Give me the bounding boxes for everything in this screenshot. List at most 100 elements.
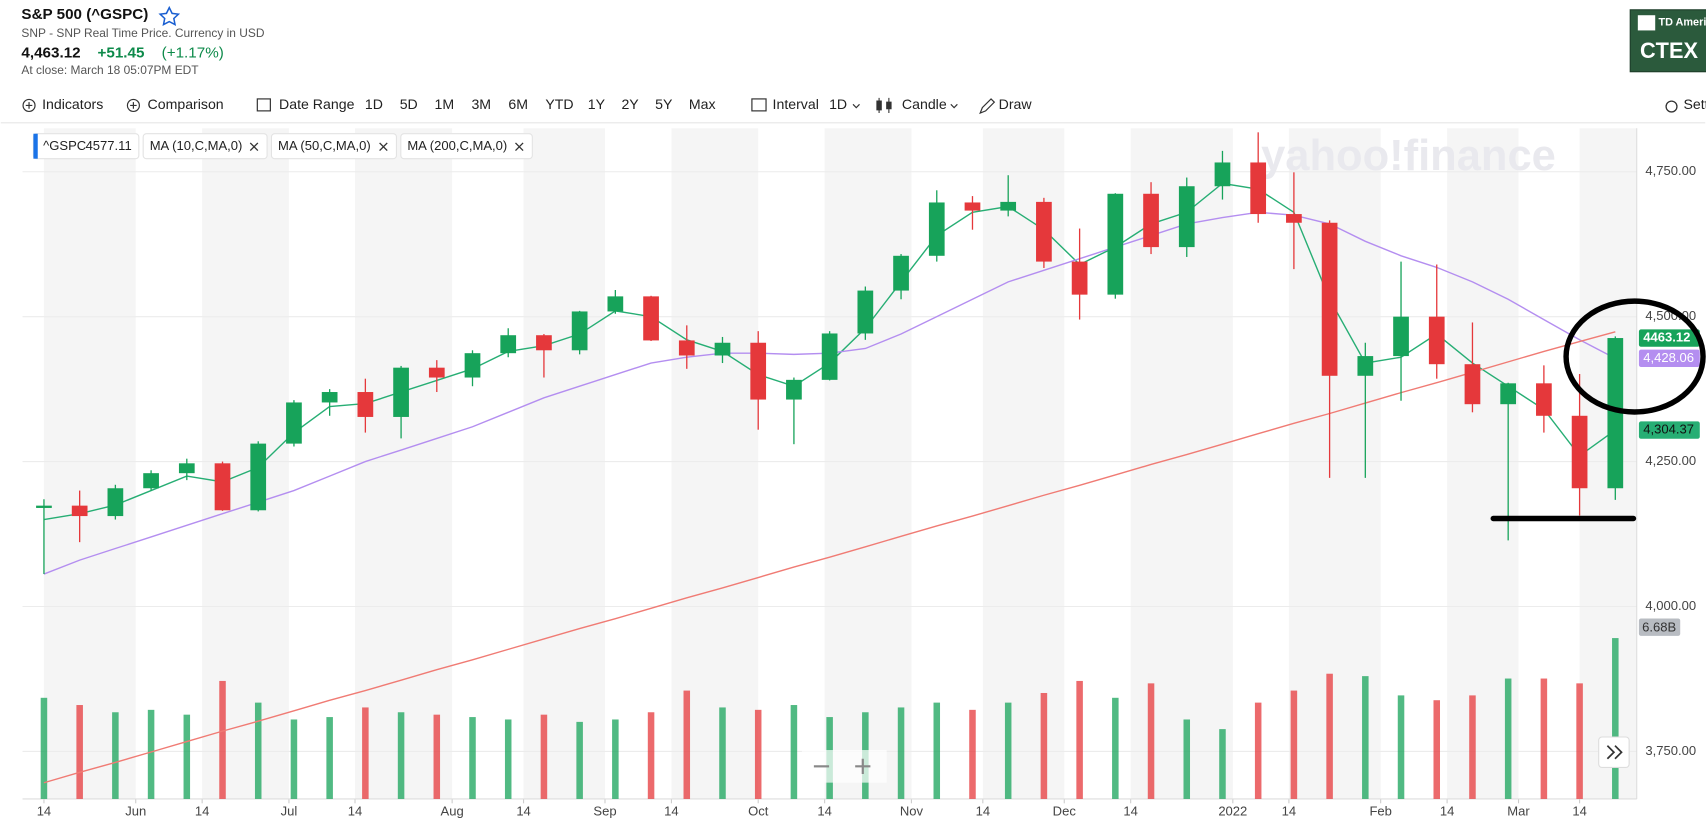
volume-bar	[1326, 673, 1333, 799]
volume-bar	[683, 690, 691, 799]
legend-pill[interactable]	[270, 133, 397, 160]
toolbar-item[interactable]: 1M	[435, 96, 455, 112]
candle-body	[1464, 364, 1481, 405]
candle-body	[357, 392, 374, 417]
candle-body	[893, 255, 909, 291]
ad-brand: TD Ameritrade	[1658, 17, 1706, 29]
candle-body	[607, 296, 624, 312]
legend-entry: MA (50,C,MA,0)	[278, 138, 371, 153]
toolbar-item[interactable]: Draw	[999, 96, 1033, 112]
toolbar-item[interactable]: 3M	[471, 96, 491, 112]
legend-symbol-value: 4577.11	[86, 138, 132, 153]
candle-body	[250, 443, 267, 511]
toolbar: Indicators Comparison Date Range 1D 5D 1M 3M 6M…	[22, 96, 1706, 115]
quote-change-pct: (+1.17%)	[162, 44, 224, 61]
ma-tag-bg	[1638, 421, 1700, 439]
x-tick-label: 14	[516, 803, 531, 818]
legend-pill[interactable]	[142, 133, 268, 160]
candle-body	[428, 367, 445, 378]
legend-entry: MA (200,C,MA,0)	[407, 138, 507, 153]
volume-bar	[1397, 695, 1405, 799]
toolbar-item[interactable]: YTD	[545, 96, 573, 112]
ma-tag: 4,428.06	[1643, 350, 1694, 365]
toolbar-item[interactable]: 1Y	[588, 96, 606, 112]
volume-bar	[1612, 638, 1619, 799]
toolbar-item[interactable]: Comparison	[148, 96, 224, 112]
toolbar-item[interactable]: 5Y	[655, 96, 673, 112]
toolbar-icon	[876, 97, 892, 114]
toolbar-icon	[25, 102, 33, 109]
x-tick-label: 14	[195, 803, 210, 818]
legend-entry: MA (10,C,MA,0)	[150, 138, 243, 153]
x-tick-label: 14	[1282, 803, 1297, 818]
toolbar-item[interactable]: 6M	[508, 96, 528, 112]
toolbar-item[interactable]: 5D	[400, 96, 418, 112]
volume-bar	[1469, 695, 1476, 799]
volume-bar	[433, 714, 441, 799]
x-tick-label: Oct	[748, 803, 769, 818]
quote-subtitle: SNP - SNP Real Time Price. Currency in U…	[21, 26, 264, 40]
quote-change: +51.45	[98, 44, 145, 61]
candle-body	[1250, 162, 1267, 215]
toolbar-item[interactable]: Indicators	[42, 96, 103, 112]
last-price-tag-bg	[1638, 329, 1700, 347]
toolbar-item[interactable]: 1D	[829, 96, 847, 112]
volume-bar	[1004, 702, 1012, 799]
candle-body	[36, 505, 52, 508]
candle-body	[1071, 261, 1088, 295]
zoom-in[interactable]	[855, 758, 871, 774]
candle-body	[643, 296, 659, 341]
candle-body	[964, 202, 981, 211]
candle-body	[1536, 383, 1552, 416]
candle-body	[107, 488, 124, 517]
dropdown-caret	[950, 103, 958, 109]
volume-tag: 6.68B	[1642, 620, 1676, 635]
toolbar-item[interactable]: Max	[689, 96, 716, 112]
candle-body	[1178, 186, 1195, 248]
volume-bar	[40, 697, 48, 799]
toolbar-item[interactable]: Settings	[1683, 96, 1706, 112]
ad-text: CTEX	[1640, 38, 1698, 63]
volume-bar	[397, 712, 405, 799]
candle-body	[750, 342, 767, 400]
candle-body	[1321, 222, 1338, 376]
toolbar-item[interactable]: Candle	[902, 96, 947, 112]
volume-bar	[112, 712, 119, 799]
toolbar-icon	[751, 98, 767, 112]
volume-bar	[1147, 683, 1155, 799]
watchlist-star[interactable]	[158, 5, 181, 26]
x-tick-label: 14	[37, 803, 51, 818]
candle-body	[1214, 162, 1231, 187]
toolbar-item[interactable]: 2Y	[621, 96, 639, 112]
volume-bar	[219, 680, 226, 799]
candle-body	[464, 353, 481, 378]
volume-bar	[76, 705, 83, 799]
candle-body	[71, 505, 88, 517]
toolbar-item[interactable]: Date Range	[279, 96, 355, 112]
x-tick-label: 14	[1572, 803, 1587, 818]
candle-body	[786, 379, 802, 400]
x-tick-label: Sep	[593, 803, 616, 818]
legend-remove[interactable]	[379, 142, 388, 152]
volume-bar	[647, 712, 655, 799]
candle-body	[286, 402, 302, 444]
candle-body	[143, 473, 159, 489]
volume-bar	[897, 707, 905, 799]
volume-bar	[969, 709, 976, 799]
candle-body	[1357, 356, 1374, 376]
x-tick-label: Jul	[281, 803, 298, 818]
ad-logo	[1637, 15, 1656, 31]
toolbar-item[interactable]: 1D	[365, 96, 383, 112]
watermark: yahoo!finance	[1261, 132, 1556, 180]
legend-remove[interactable]	[515, 142, 524, 152]
legend-remove[interactable]	[249, 142, 259, 152]
y-tick-label: 4,000.00	[1645, 598, 1696, 613]
toolbar-icon	[256, 98, 271, 112]
toolbar-item[interactable]: Interval	[773, 96, 819, 112]
x-tick-label: 14	[1440, 803, 1455, 818]
volume-tag-bg	[1638, 618, 1681, 636]
volume-bar	[147, 709, 155, 799]
y-tick-label: 4,750.00	[1645, 163, 1696, 178]
legend-pill[interactable]	[400, 133, 533, 160]
candle-body	[857, 290, 874, 334]
